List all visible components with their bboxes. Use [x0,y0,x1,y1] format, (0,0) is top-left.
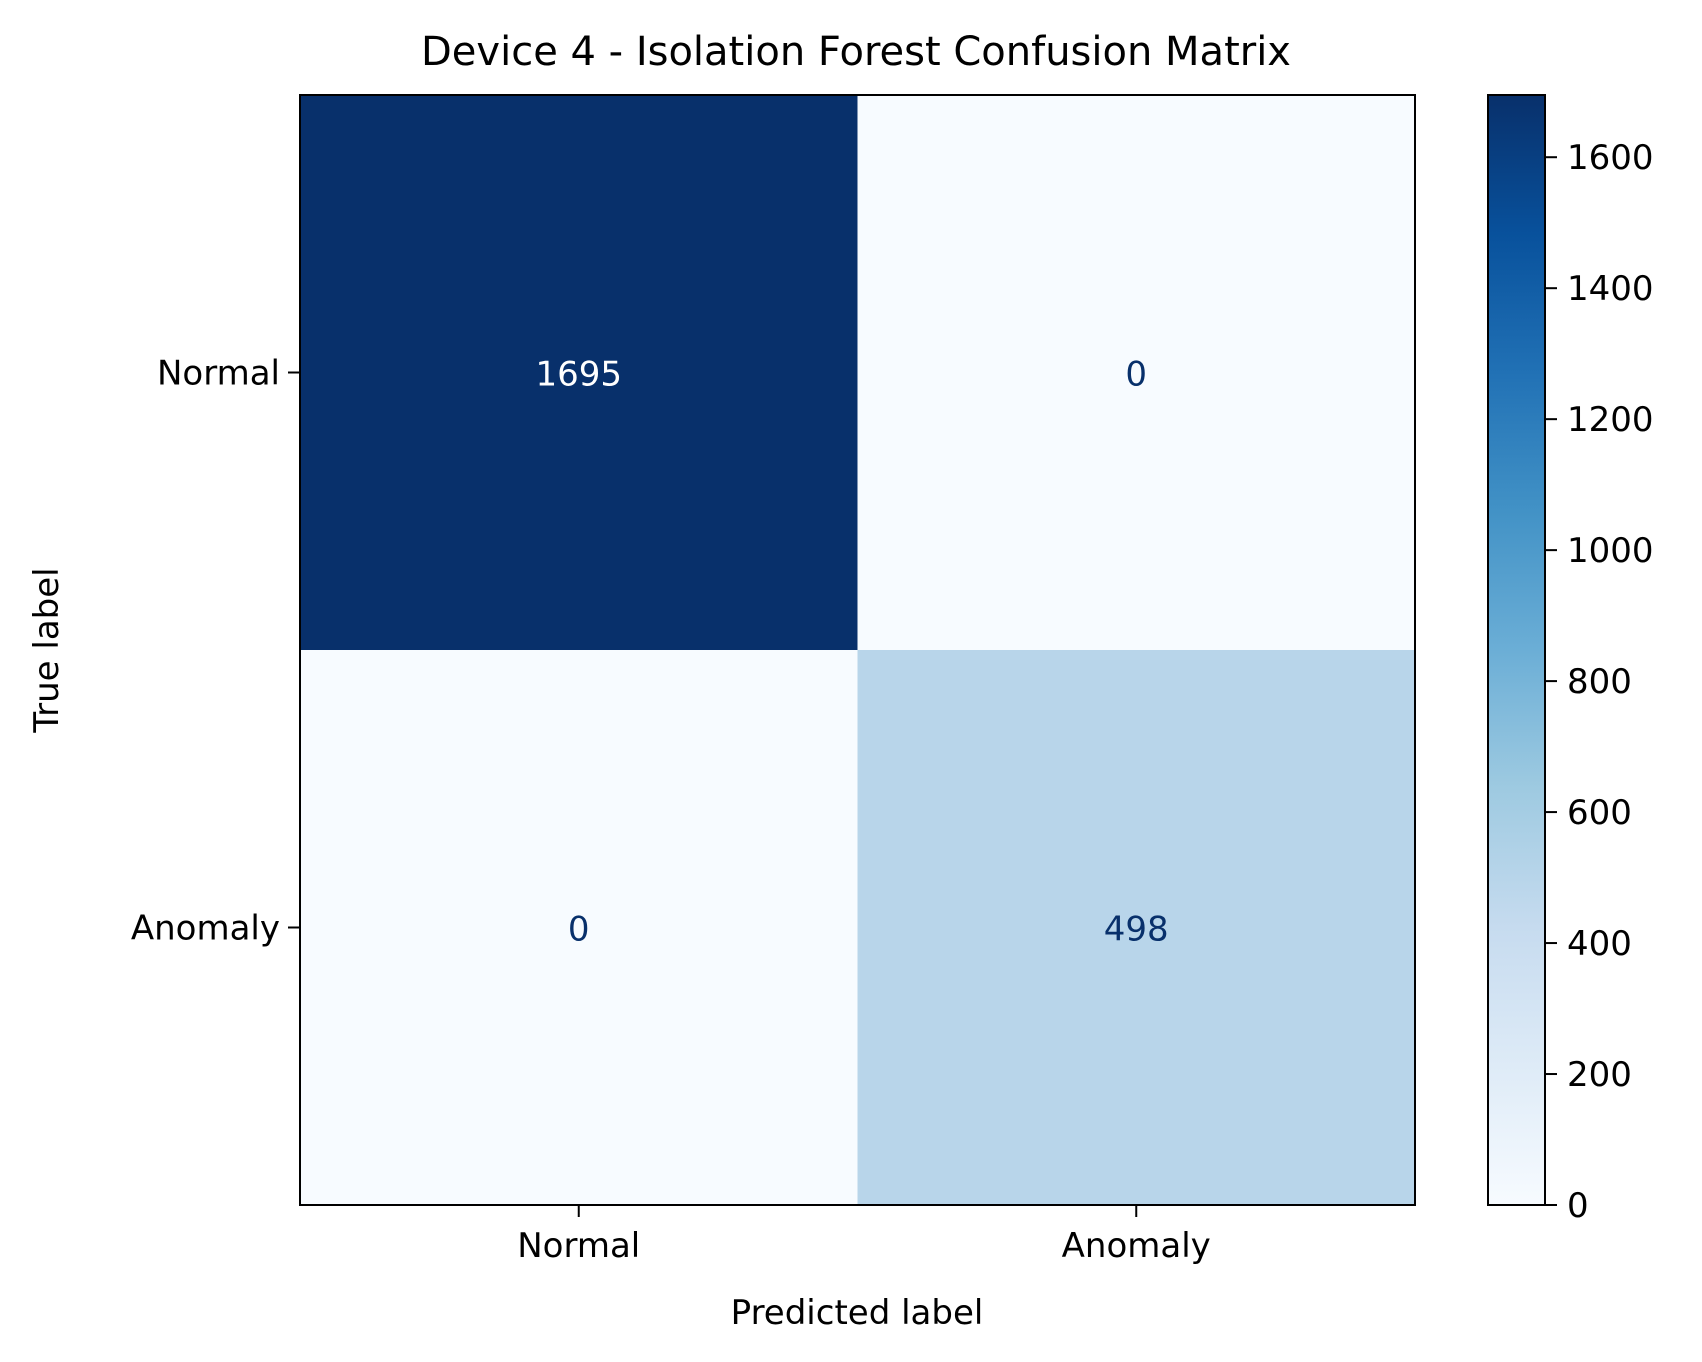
colorbar-tick-label: 1200 [1567,400,1654,440]
colorbar [1487,94,1546,1206]
colorbar-tick-label: 1000 [1567,531,1654,571]
cell-value-label-r1-c1: 498 [1104,910,1169,950]
x-tick-label: Anomaly [1062,1226,1211,1266]
cell-value-label-r0-c1: 0 [1125,355,1147,395]
chart-title: Device 4 - Isolation Forest Confusion Ma… [421,29,1291,75]
plot-frame [299,94,1416,1206]
y-axis-label: True label [27,567,67,733]
matrix-cell-r1-c1 [857,650,1416,1206]
x-axis-label: Predicted label [731,1293,984,1333]
colorbar-tick-label: 600 [1567,793,1632,833]
colorbar-ticks: 0 200 400 600 800 1000 1200 1400 1600 [1545,138,1654,1226]
matrix-cell-r0-c0 [300,95,858,651]
matrix-cell-labels: 1695 0 0 498 [535,355,1168,950]
cell-value-label-r0-c0: 1695 [535,355,622,395]
colorbar-tick-label: 800 [1567,662,1632,702]
y-axis-ticks: Normal Anomaly [131,354,300,949]
colorbar-tick-label: 200 [1567,1055,1632,1095]
y-tick-label: Normal [157,354,280,394]
matrix-cell-r0-c1 [857,95,1416,651]
x-axis-ticks: Normal Anomaly [517,1205,1211,1266]
cell-value-label-r1-c0: 0 [568,910,590,950]
colorbar-tick-label: 0 [1567,1186,1589,1226]
y-tick-label: Anomaly [131,909,280,949]
colorbar-tick-label: 400 [1567,924,1632,964]
matrix-cells [300,95,1416,1206]
colorbar-tick-label: 1600 [1567,138,1654,178]
matrix-cell-r1-c0 [300,650,858,1206]
colorbar-tick-label: 1400 [1567,269,1654,309]
x-tick-label: Normal [517,1226,640,1266]
